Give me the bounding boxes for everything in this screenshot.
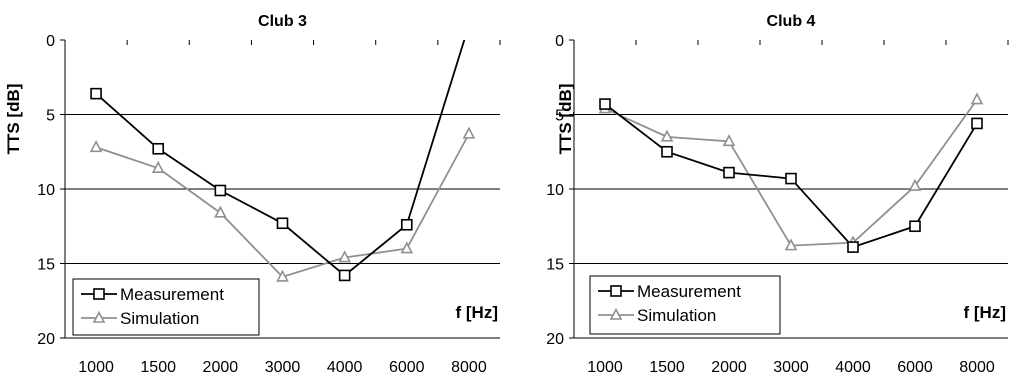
- chart-panel-club-4: Club 4 TTS [dB] 0 5 10 15 20 1000 1500 2000 3000 40…: [508, 0, 1016, 381]
- y-tick-label: 5: [555, 108, 564, 125]
- data-point-measurement: [785, 172, 797, 185]
- y-tick-label: 0: [46, 33, 55, 50]
- legend-label: Simulation: [637, 306, 716, 325]
- x-tick-label: 4000: [835, 359, 871, 376]
- chart-title: Club 4: [767, 13, 816, 30]
- y-tick-label: 15: [546, 257, 564, 274]
- data-point-simulation: [214, 205, 227, 218]
- y-tick-label: 5: [46, 108, 55, 125]
- data-point-measurement: [909, 220, 921, 233]
- data-point-simulation: [970, 92, 984, 105]
- x-axis-label: f [Hz]: [456, 303, 498, 322]
- x-tick-label: 8000: [451, 359, 487, 376]
- series-simulation: [598, 92, 984, 251]
- x-tick-label: 1500: [649, 359, 685, 376]
- data-point-measurement: [661, 145, 673, 158]
- x-tick-label: 2000: [203, 359, 239, 376]
- data-point-simulation: [276, 269, 289, 282]
- legend-marker-triangle: [609, 307, 623, 320]
- data-point-simulation: [784, 238, 798, 251]
- y-axis-label: TTS [dB]: [4, 84, 23, 155]
- legend-marker-square: [610, 285, 622, 297]
- series-measurement: [90, 40, 466, 282]
- data-point-measurement: [400, 218, 413, 231]
- data-point-measurement: [723, 166, 735, 179]
- data-point-simulation: [151, 160, 165, 173]
- x-tick-label: 8000: [959, 359, 995, 376]
- data-point-simulation: [338, 250, 351, 263]
- data-point-measurement: [847, 241, 859, 253]
- x-tick-label: 6000: [897, 359, 933, 376]
- x-tick-label: 2000: [711, 359, 747, 376]
- data-point-simulation: [722, 134, 736, 147]
- x-tick-label: 1500: [140, 359, 176, 376]
- data-point-measurement: [90, 87, 102, 100]
- y-axis-label: TTS [dB]: [556, 84, 575, 155]
- data-point-simulation: [89, 140, 103, 153]
- series-line-simulation: [604, 99, 978, 247]
- data-point-measurement: [338, 269, 351, 282]
- data-point-simulation: [908, 178, 922, 191]
- legend-marker-triangle: [92, 310, 106, 323]
- y-tick-label: 15: [37, 257, 55, 274]
- legend-label: Measurement: [637, 282, 741, 301]
- data-point-measurement: [152, 142, 165, 155]
- legend-label: Simulation: [120, 309, 199, 328]
- chart-panel-club-3: Club 3 TTS [dB] 0 5 10 15 20 1000 1500 2000 3000 40…: [4, 13, 501, 376]
- x-tick-label: 4000: [327, 359, 363, 376]
- chart-club-3: Club 3 TTS [dB] 0 5 10 15 20 1000 1500 2000 3000 40…: [4, 13, 501, 376]
- series-measurement: [599, 98, 983, 253]
- x-tick-label: 6000: [389, 359, 425, 376]
- y-tick-label: 10: [546, 182, 564, 199]
- x-tick-label: 1000: [78, 359, 114, 376]
- x-axis-label: f [Hz]: [964, 303, 1006, 322]
- data-point-simulation: [400, 241, 414, 254]
- chart-club-4: Club 4 TTS [dB] 0 5 10 15 20 1000 1500 2000 3000 40…: [546, 13, 1009, 376]
- data-point-measurement: [971, 117, 983, 130]
- x-tick-label: 3000: [773, 359, 809, 376]
- y-tick-label: 20: [546, 331, 564, 348]
- series-simulation: [89, 126, 476, 282]
- data-point-simulation: [462, 126, 476, 139]
- y-tick-label: 0: [555, 33, 564, 50]
- data-point-measurement: [214, 184, 227, 197]
- y-tick-label: 10: [37, 182, 55, 199]
- chart-title: Club 3: [258, 13, 307, 30]
- legend-marker-square: [93, 288, 105, 300]
- data-point-simulation: [660, 129, 674, 142]
- x-tick-label: 1000: [587, 359, 623, 376]
- data-point-measurement: [276, 217, 289, 230]
- y-tick-label: 20: [37, 331, 55, 348]
- x-tick-label: 3000: [265, 359, 301, 376]
- legend-label: Measurement: [120, 285, 224, 304]
- data-point-measurement: [599, 98, 611, 110]
